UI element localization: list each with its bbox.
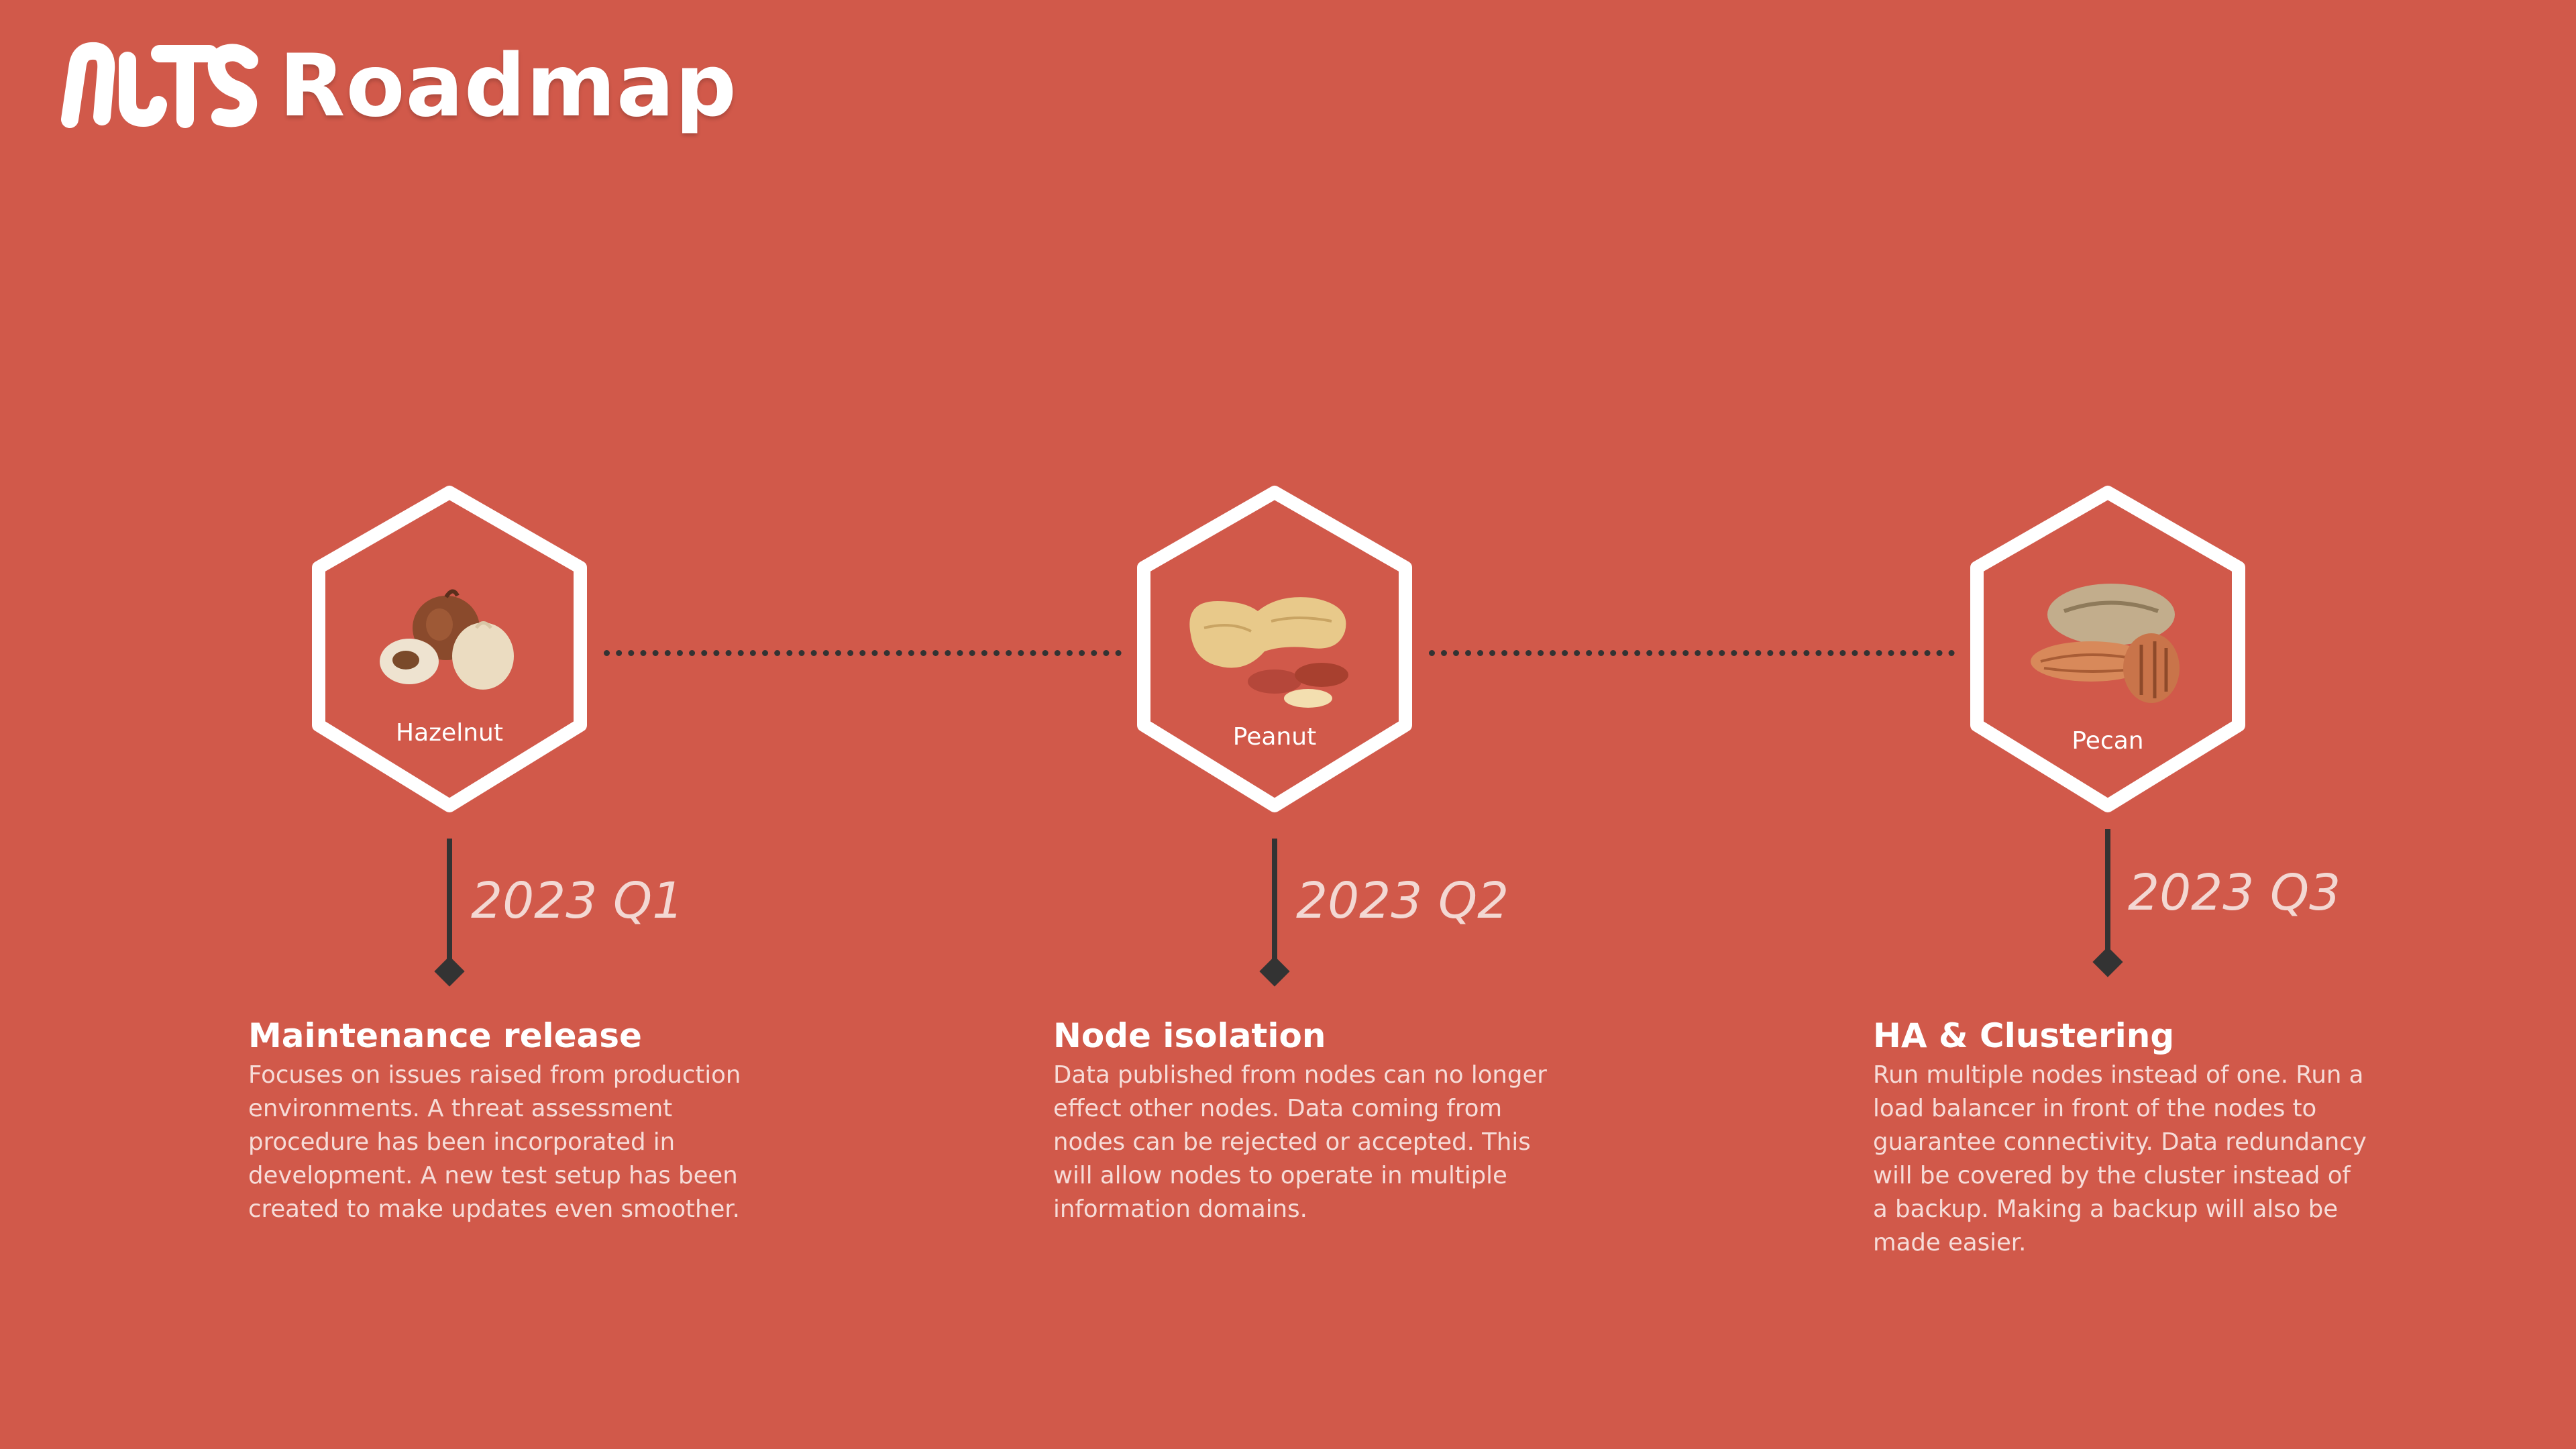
milestone-title: Node isolation: [1053, 1016, 1326, 1055]
timeline-connector-2-3: [1429, 650, 1955, 656]
timeline-connector-1-2: [604, 650, 1122, 656]
peanut-icon: [1189, 597, 1348, 708]
milestone-marker: [434, 956, 465, 987]
hazelnut-icon: [380, 589, 514, 690]
milestone-quarter: 2023 Q3: [2128, 864, 2341, 922]
milestone-hex-hazelnut: Hazelnut: [295, 480, 604, 829]
milestone-description: Run multiple nodes instead of one. Run a…: [1873, 1061, 2367, 1256]
nut-label: Pecan: [2072, 727, 2144, 755]
milestone-title: HA & Clustering: [1873, 1016, 2175, 1055]
milestone-quarter: 2023 Q1: [471, 872, 684, 930]
milestone-description: Focuses on issues raised from production…: [248, 1061, 741, 1223]
pecan-icon: [2031, 584, 2180, 703]
nut-label: Peanut: [1232, 723, 1317, 751]
milestone-stem: [447, 839, 452, 970]
milestone-description: Data published from nodes can no longer …: [1053, 1061, 1547, 1223]
page-title: Roadmap: [279, 36, 737, 136]
milestone-hex-pecan: Pecan: [1953, 480, 2262, 829]
nuts-logo: [58, 38, 259, 134]
milestone-title: Maintenance release: [248, 1016, 642, 1055]
milestone-stem: [1272, 839, 1277, 970]
milestone-hex-peanut: Peanut: [1120, 480, 1429, 829]
milestone-marker: [2092, 947, 2123, 977]
nut-label: Hazelnut: [396, 719, 503, 747]
milestone-marker: [1259, 956, 1290, 987]
milestone-quarter: 2023 Q2: [1296, 872, 1509, 930]
milestone-stem: [2105, 829, 2110, 961]
